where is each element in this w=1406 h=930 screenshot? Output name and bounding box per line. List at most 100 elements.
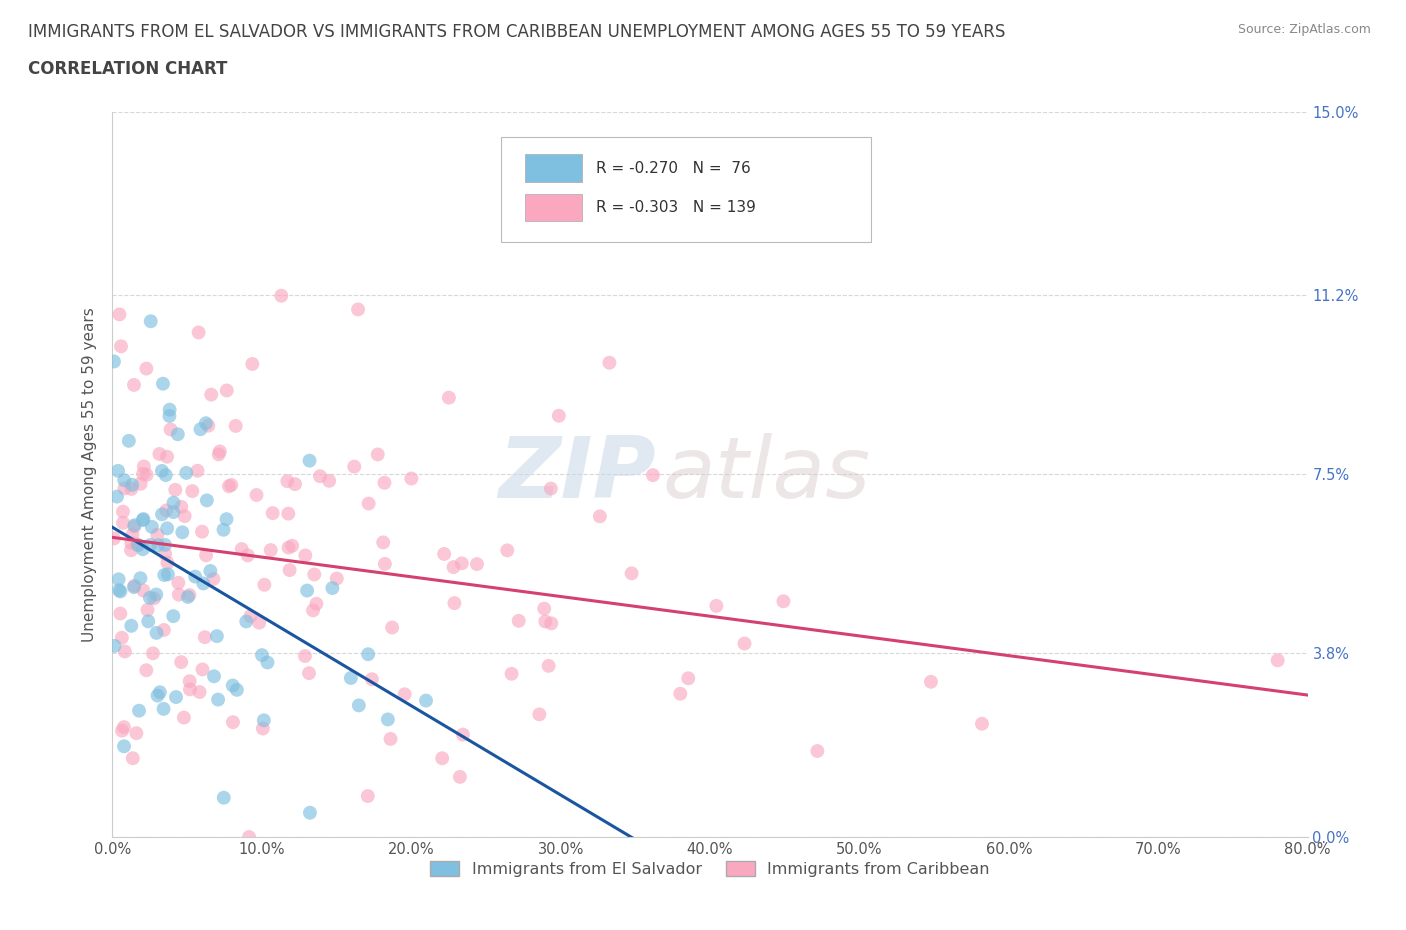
Point <box>187 325 209 339</box>
FancyBboxPatch shape <box>524 154 582 182</box>
Point <box>262 506 284 521</box>
Point <box>195 493 218 508</box>
Point <box>202 669 225 684</box>
Point <box>139 313 162 328</box>
Point <box>191 662 214 677</box>
Point <box>340 671 363 685</box>
Point <box>326 571 349 586</box>
Point <box>240 356 263 371</box>
Point <box>159 403 181 418</box>
Point <box>103 531 125 546</box>
Point <box>361 671 384 686</box>
Point <box>148 446 170 461</box>
Point <box>508 614 530 629</box>
Point <box>620 566 643 581</box>
Point <box>270 288 292 303</box>
Point <box>200 564 222 578</box>
Point <box>208 444 231 458</box>
Text: R = -0.270   N =  76: R = -0.270 N = 76 <box>596 161 751 176</box>
Point <box>108 583 131 598</box>
Point <box>153 567 176 582</box>
Point <box>143 591 166 605</box>
Point <box>150 463 173 478</box>
Point <box>145 626 167 641</box>
Point <box>170 655 193 670</box>
Point <box>112 481 135 496</box>
Point <box>250 647 273 662</box>
FancyBboxPatch shape <box>501 137 872 242</box>
Point <box>298 453 321 468</box>
Point <box>401 472 423 486</box>
Point <box>179 588 201 603</box>
Point <box>111 504 134 519</box>
Point <box>219 477 242 492</box>
Point <box>118 433 141 448</box>
Point <box>278 563 301 578</box>
Point <box>157 408 180 423</box>
Point <box>215 512 238 526</box>
Point <box>443 596 465 611</box>
Point <box>253 713 276 728</box>
Point <box>139 538 162 552</box>
Point <box>343 459 366 474</box>
Point <box>218 479 240 494</box>
Point <box>394 687 416 702</box>
Text: CORRELATION CHART: CORRELATION CHART <box>28 60 228 78</box>
Point <box>298 805 321 820</box>
Point <box>252 721 274 736</box>
Point <box>136 603 159 618</box>
Point <box>114 644 136 659</box>
Point <box>212 790 235 805</box>
Point <box>284 477 307 492</box>
Point <box>122 579 145 594</box>
Point <box>162 608 184 623</box>
Point <box>122 378 145 392</box>
Point <box>120 618 142 633</box>
Point <box>381 620 404 635</box>
Point <box>669 686 692 701</box>
Point <box>188 684 211 699</box>
Point <box>111 515 134 530</box>
Point <box>277 506 299 521</box>
Point <box>302 603 325 618</box>
Point <box>295 583 318 598</box>
Text: R = -0.303   N = 139: R = -0.303 N = 139 <box>596 200 756 215</box>
Point <box>150 507 173 522</box>
Point <box>540 481 562 496</box>
Point <box>146 538 169 552</box>
Point <box>734 636 756 651</box>
Point <box>124 578 146 593</box>
Point <box>207 692 229 707</box>
Point <box>529 707 551 722</box>
Point <box>167 587 190 602</box>
Point <box>1267 653 1289 668</box>
Point <box>247 616 270 631</box>
Point <box>120 543 142 558</box>
Point <box>195 548 218 563</box>
Point <box>129 476 152 491</box>
Point <box>112 738 135 753</box>
Point <box>238 830 260 844</box>
Point <box>110 584 132 599</box>
Point <box>121 527 143 542</box>
Point <box>537 658 560 673</box>
Point <box>156 521 179 536</box>
Point <box>235 614 257 629</box>
Point <box>347 698 370 712</box>
Y-axis label: Unemployment Among Ages 55 to 59 years: Unemployment Among Ages 55 to 59 years <box>82 307 97 642</box>
Point <box>170 499 193 514</box>
Point <box>380 732 402 747</box>
Point <box>139 591 162 605</box>
Point <box>103 354 125 369</box>
Point <box>165 483 187 498</box>
Point <box>129 571 152 586</box>
Point <box>496 543 519 558</box>
Point <box>177 590 200 604</box>
Point <box>321 580 343 595</box>
Point <box>120 536 142 551</box>
Point <box>212 523 235 538</box>
Legend: Immigrants from El Salvador, Immigrants from Caribbean: Immigrants from El Salvador, Immigrants … <box>423 855 997 884</box>
Point <box>598 355 620 370</box>
Point <box>110 339 132 353</box>
Point <box>357 789 380 804</box>
